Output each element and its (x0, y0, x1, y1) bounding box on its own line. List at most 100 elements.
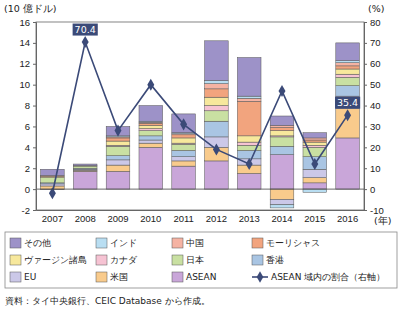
data-label: 35.4 (337, 97, 358, 108)
bar (172, 135, 196, 138)
marker (311, 158, 318, 170)
tick-label: 2012 (206, 213, 227, 224)
legend-label: ASEAN (186, 272, 216, 282)
tick-mark (364, 126, 367, 127)
bar (336, 96, 360, 109)
tick-label: 2007 (42, 213, 63, 224)
bar (205, 161, 229, 189)
legend-item: 中国 (172, 238, 204, 248)
tick: 2010 (140, 210, 161, 224)
legend-swatch (172, 272, 183, 282)
tick: 2016 (337, 210, 358, 224)
tick: 16 (19, 17, 36, 28)
bar (73, 164, 97, 166)
tick: 70 (364, 37, 381, 48)
bar (106, 156, 130, 160)
y2-axis-title: (%) (368, 3, 384, 14)
tick-label: 6 (25, 121, 30, 132)
legend-label: ASEAN 域内の割合（右軸） (271, 272, 385, 282)
y-axis-title: (10 億ドル) (4, 3, 57, 14)
bar (106, 141, 130, 145)
tick-mark (33, 106, 36, 107)
bar (336, 66, 360, 69)
tick: 40 (364, 100, 381, 111)
legend-swatch (252, 255, 263, 265)
data-label: 70.4 (75, 24, 96, 35)
tick: 2014 (271, 210, 292, 224)
bar (336, 109, 360, 138)
tick-label: 40 (370, 100, 381, 111)
bar (303, 189, 327, 192)
tick-mark (33, 147, 36, 148)
legend-label: モーリシャス (266, 238, 320, 248)
bar (73, 166, 97, 168)
tick: 8 (25, 100, 36, 111)
tick-label: 14 (19, 37, 30, 48)
tick: 6 (25, 121, 36, 132)
bar (205, 84, 229, 89)
bar (139, 106, 163, 122)
legend-swatch (10, 238, 21, 248)
tick-label: 10 (19, 79, 30, 90)
bar (106, 138, 130, 141)
marker (279, 85, 286, 97)
marker (180, 118, 187, 130)
bar (237, 136, 261, 142)
legend-box (5, 232, 397, 288)
y-axis: -20246810121416 (19, 17, 36, 216)
tick: 80 (364, 17, 381, 28)
tick-label: 0 (370, 184, 375, 195)
legend-swatch (10, 255, 21, 265)
bar-series (41, 77, 360, 182)
legend-label: その他 (24, 238, 51, 248)
tick-mark (33, 64, 36, 65)
bar (237, 101, 261, 135)
legend-swatch (96, 255, 107, 265)
tick-label: 16 (19, 17, 30, 28)
bar (106, 165, 130, 171)
bar (139, 123, 163, 125)
bar (41, 178, 65, 183)
tick-label: 70 (370, 37, 381, 48)
axis-line (365, 23, 368, 211)
bar (336, 61, 360, 63)
legend-item: 香港 (252, 255, 284, 265)
tick-mark (364, 168, 367, 169)
legend-item: EU (10, 272, 36, 282)
bar-series (41, 138, 360, 190)
plot-frame (36, 22, 364, 210)
bar (139, 125, 163, 128)
tick-mark (33, 43, 36, 44)
bar (303, 157, 327, 170)
axis-line (37, 210, 365, 211)
tick: 2009 (107, 210, 128, 224)
bar (303, 140, 327, 142)
tick: 10 (364, 163, 381, 174)
tick-mark (364, 22, 367, 23)
bar (139, 131, 163, 136)
legend-swatch (96, 238, 107, 248)
bar (336, 63, 360, 66)
bar (270, 125, 294, 127)
legend-swatch (172, 255, 183, 265)
tick-mark (364, 64, 367, 65)
tick-label: 60 (370, 58, 381, 69)
tick-label: 4 (25, 142, 30, 153)
tick-label: 2 (25, 163, 30, 174)
bar (139, 147, 163, 189)
legend-item: 米国 (96, 272, 128, 282)
tick-label: 0 (25, 184, 30, 195)
bar-series (41, 66, 360, 177)
marks (41, 36, 360, 208)
bar (139, 136, 163, 140)
tick-label: 80 (370, 17, 381, 28)
legend-swatch (252, 238, 263, 248)
tick-mark (364, 43, 367, 44)
bar (270, 131, 294, 136)
legend-item: ASEAN 域内の割合（右軸） (252, 271, 385, 282)
tick: 2008 (75, 210, 96, 224)
bar (303, 138, 327, 140)
bar (139, 129, 163, 131)
tick: 2 (25, 163, 36, 174)
tick-label: 2009 (107, 213, 128, 224)
